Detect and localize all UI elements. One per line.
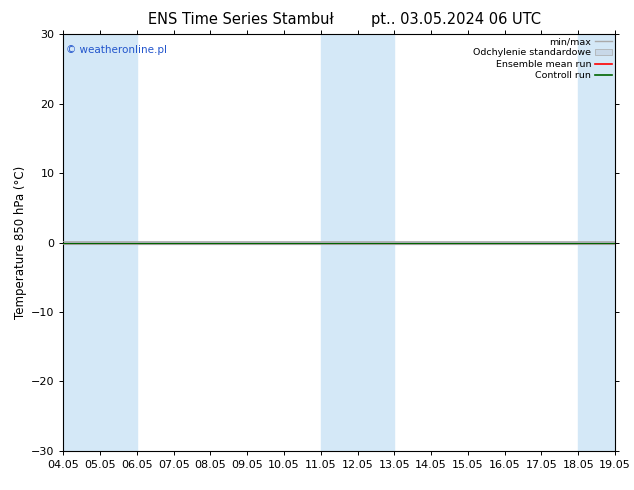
Text: ENS Time Series Stambuł: ENS Time Series Stambuł <box>148 12 333 27</box>
Text: pt.. 03.05.2024 06 UTC: pt.. 03.05.2024 06 UTC <box>372 12 541 27</box>
Bar <box>321 34 394 451</box>
Text: © weatheronline.pl: © weatheronline.pl <box>66 45 167 55</box>
Legend: min/max, Odchylenie standardowe, Ensemble mean run, Controll run: min/max, Odchylenie standardowe, Ensembl… <box>472 35 614 82</box>
Y-axis label: Temperature 850 hPa (°C): Temperature 850 hPa (°C) <box>14 166 27 319</box>
Bar <box>63 34 137 451</box>
Bar <box>578 34 615 451</box>
